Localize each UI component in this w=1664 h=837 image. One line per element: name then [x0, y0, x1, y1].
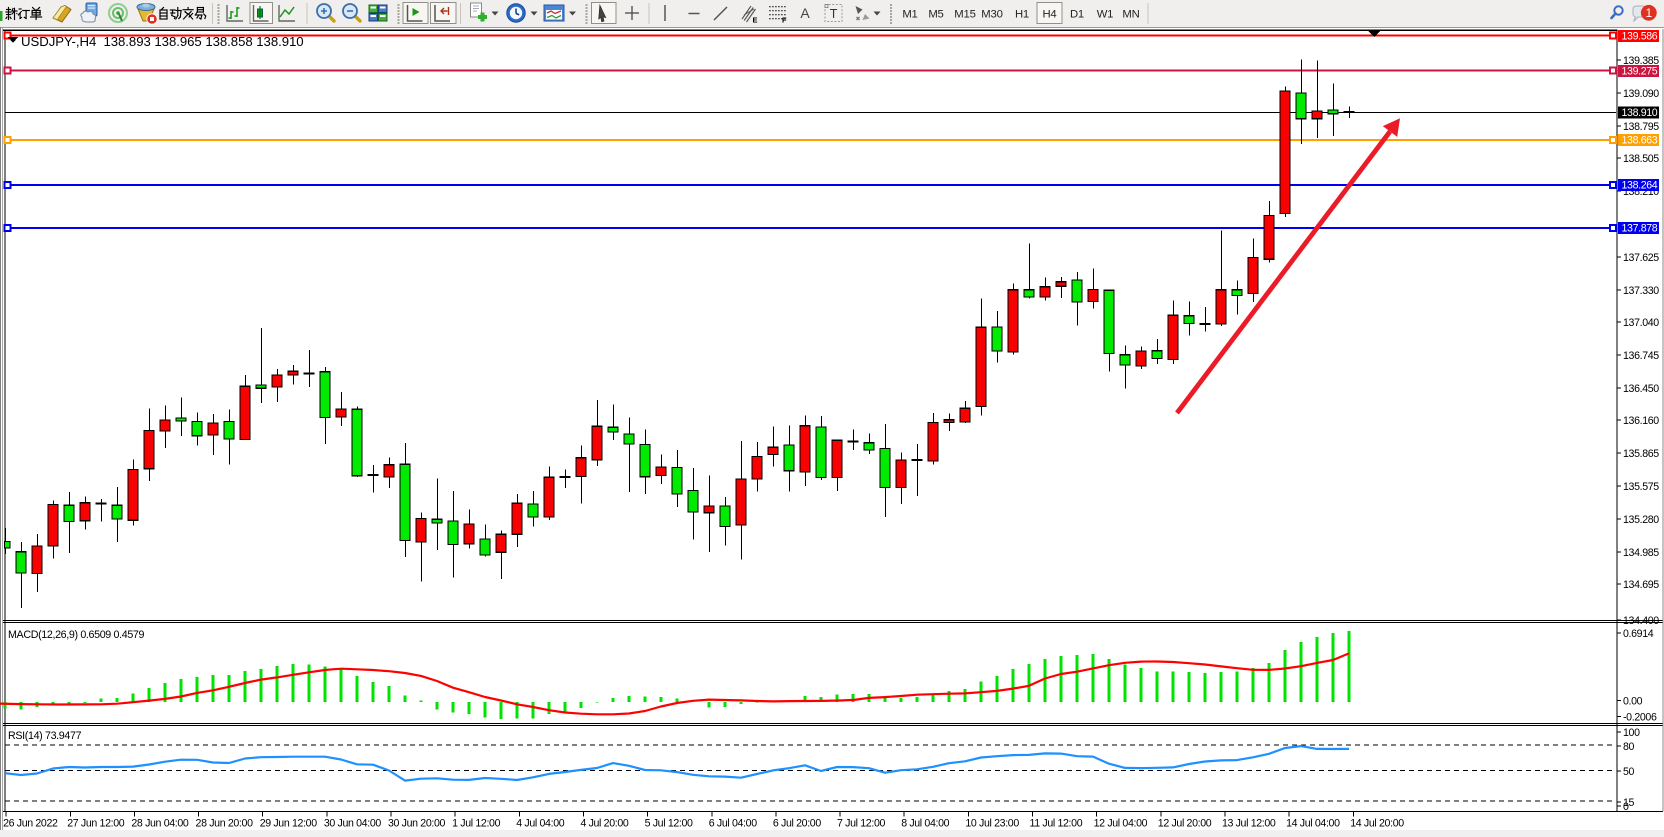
svg-text:139.385: 139.385	[1623, 55, 1659, 67]
svg-text:80: 80	[1623, 741, 1635, 753]
svg-text:30 Jun 20:00: 30 Jun 20:00	[388, 818, 446, 830]
svg-text:12 Jul 20:00: 12 Jul 20:00	[1158, 818, 1212, 830]
svg-text:MN: MN	[1122, 9, 1139, 21]
svg-text:50: 50	[1623, 766, 1635, 778]
svg-text:E: E	[753, 16, 758, 25]
svg-text:M5: M5	[928, 9, 943, 21]
svg-text:138.795: 138.795	[1623, 121, 1659, 133]
svg-text:6 Jul 20:00: 6 Jul 20:00	[773, 818, 821, 830]
svg-text:11 Jul 12:00: 11 Jul 12:00	[1030, 818, 1083, 830]
svg-text:F: F	[782, 16, 787, 25]
svg-text:4 Jul 20:00: 4 Jul 20:00	[580, 818, 628, 830]
svg-text:138.505: 138.505	[1623, 153, 1659, 165]
svg-text:100: 100	[1623, 727, 1640, 739]
svg-text:0.00: 0.00	[1623, 696, 1643, 708]
svg-text:A: A	[800, 5, 810, 21]
svg-text:0.6914: 0.6914	[1623, 628, 1654, 640]
svg-text:7 Jul 12:00: 7 Jul 12:00	[837, 818, 885, 830]
svg-text:4 Jul 04:00: 4 Jul 04:00	[516, 818, 564, 830]
svg-text:H1: H1	[1015, 9, 1029, 21]
svg-text:30 Jun 04:00: 30 Jun 04:00	[324, 818, 382, 830]
svg-text:137.878: 137.878	[1622, 223, 1658, 235]
svg-text:6 Jul 04:00: 6 Jul 04:00	[709, 818, 757, 830]
svg-text:135.280: 135.280	[1623, 514, 1659, 526]
svg-text:135.865: 135.865	[1623, 448, 1659, 460]
svg-text:RSI(14) 73.9477: RSI(14) 73.9477	[8, 730, 82, 742]
svg-text:28 Jun 20:00: 28 Jun 20:00	[196, 818, 254, 830]
svg-text:1: 1	[1645, 6, 1652, 20]
svg-text:T: T	[830, 7, 838, 21]
svg-text:134.985: 134.985	[1623, 547, 1659, 559]
svg-text:14 Jul 20:00: 14 Jul 20:00	[1350, 818, 1404, 830]
svg-text:137.625: 137.625	[1623, 252, 1659, 264]
svg-text:134.400: 134.400	[1623, 615, 1659, 627]
svg-text:10 Jul 23:00: 10 Jul 23:00	[965, 818, 1019, 830]
svg-text:26 Jun 2022: 26 Jun 2022	[3, 818, 58, 830]
svg-text:M15: M15	[954, 9, 975, 21]
svg-text:139.586: 139.586	[1622, 31, 1658, 43]
svg-text:14 Jul 04:00: 14 Jul 04:00	[1286, 818, 1340, 830]
svg-text:138.663: 138.663	[1622, 135, 1658, 147]
svg-text:139.090: 139.090	[1623, 88, 1659, 100]
svg-text:H4: H4	[1042, 9, 1056, 21]
svg-text:28 Jun 04:00: 28 Jun 04:00	[131, 818, 189, 830]
svg-text:15: 15	[1623, 797, 1635, 809]
svg-text:5 Jul 12:00: 5 Jul 12:00	[645, 818, 693, 830]
svg-text:136.450: 136.450	[1623, 383, 1659, 395]
svg-text:138.264: 138.264	[1622, 180, 1658, 192]
svg-text:M30: M30	[981, 9, 1002, 21]
svg-text:12 Jul 04:00: 12 Jul 04:00	[1094, 818, 1148, 830]
svg-text:D1: D1	[1070, 9, 1084, 21]
svg-text:136.745: 136.745	[1623, 350, 1659, 362]
svg-text:138.910: 138.910	[1622, 107, 1658, 119]
svg-text:13 Jul 12:00: 13 Jul 12:00	[1222, 818, 1276, 830]
svg-text:137.330: 137.330	[1623, 285, 1659, 297]
svg-text:137.040: 137.040	[1623, 317, 1659, 329]
svg-text:8 Jul 04:00: 8 Jul 04:00	[901, 818, 949, 830]
svg-text:139.275: 139.275	[1622, 66, 1658, 78]
svg-text:USDJPY-,H4 138.893 138.965 13: USDJPY-,H4 138.893 138.965 138.858 138.9…	[21, 34, 304, 49]
svg-text:29 Jun 12:00: 29 Jun 12:00	[260, 818, 318, 830]
svg-text:134.695: 134.695	[1623, 579, 1659, 591]
svg-text:0: 0	[1623, 801, 1629, 813]
svg-text:135.575: 135.575	[1623, 481, 1659, 493]
svg-text:-0.2006: -0.2006	[1623, 712, 1657, 724]
svg-text:136.160: 136.160	[1623, 415, 1659, 427]
svg-text:W1: W1	[1097, 9, 1114, 21]
svg-text:MACD(12,26,9) 0.6509 0.4579: MACD(12,26,9) 0.6509 0.4579	[8, 629, 145, 641]
svg-text:M1: M1	[902, 9, 917, 21]
svg-text:27 Jun 12:00: 27 Jun 12:00	[67, 818, 125, 830]
svg-text:1 Jul 12:00: 1 Jul 12:00	[452, 818, 500, 830]
